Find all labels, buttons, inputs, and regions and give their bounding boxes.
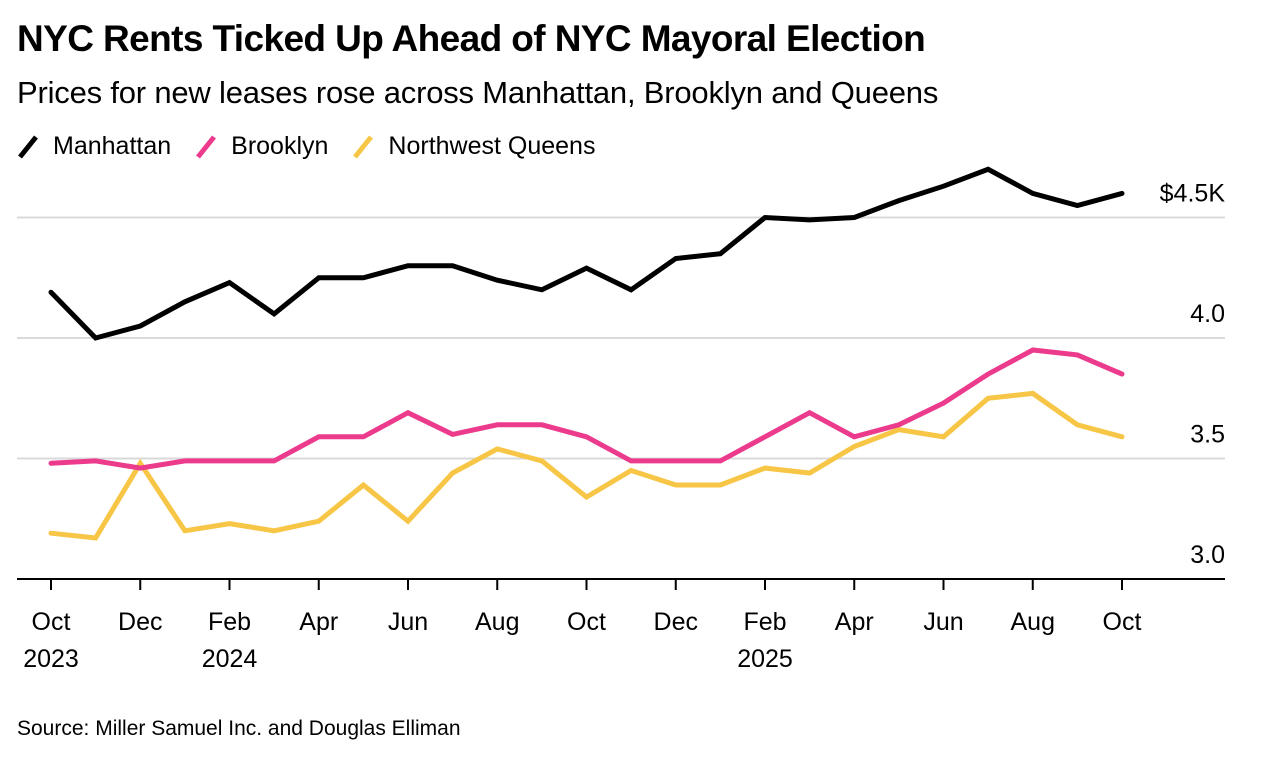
series-lines [48, 166, 1125, 541]
y-tick-label: 3.0 [1190, 541, 1225, 569]
y-tick-label: 3.5 [1190, 421, 1225, 449]
legend-item-manhattan: Manhattan [17, 132, 171, 161]
legend-swatch-brooklyn [196, 134, 217, 159]
series-line-manhattan [48, 166, 1125, 341]
series-line-brooklyn [48, 347, 1125, 471]
x-tick-label: Dec [654, 608, 698, 636]
legend-label-northwest-queens: Northwest Queens [388, 132, 596, 160]
source-note: Source: Miller Samuel Inc. and Douglas E… [17, 717, 461, 740]
x-tick-label: Jun [388, 608, 428, 636]
x-tick-label: Oct [32, 608, 71, 636]
x-tick-label: Aug [1011, 608, 1055, 636]
legend: Manhattan Brooklyn Northwest Queens [17, 132, 619, 161]
x-axis: Oct 2023 Dec Feb 2024 Apr Jun Aug Oct Dec Feb 2025 A… [17, 578, 1225, 673]
x-tick-label: Oct [1103, 608, 1142, 636]
legend-swatch-manhattan [18, 134, 38, 159]
x-tick-label: Oct [567, 608, 606, 636]
x-tick-year-label: 2023 [23, 645, 79, 673]
y-tick-label: 4.0 [1190, 300, 1225, 328]
x-tick-label: Feb [743, 608, 786, 636]
x-tick-label: Jun [923, 608, 963, 636]
x-tick-label: Apr [299, 608, 338, 636]
legend-label-manhattan: Manhattan [53, 132, 172, 160]
x-tick-label: Dec [118, 608, 162, 636]
x-tick-label: Aug [475, 608, 519, 636]
legend-swatch-northwest-queens [353, 134, 374, 159]
legend-label-brooklyn: Brooklyn [231, 132, 329, 160]
chart-subtitle: Prices for new leases rose across Manhat… [17, 75, 939, 110]
x-tick-year-label: 2025 [737, 645, 793, 673]
legend-item-brooklyn: Brooklyn [195, 132, 328, 161]
y-axis-labels: 3.0 3.5 4.0 $4.5K [1160, 180, 1226, 570]
legend-item-northwest-queens: Northwest Queens [352, 132, 595, 161]
series-line-northwest-queens [48, 390, 1125, 541]
y-tick-label: $4.5K [1160, 180, 1226, 208]
x-tick-label: Apr [835, 608, 874, 636]
x-tick-label: Feb [208, 608, 251, 636]
gridlines [17, 216, 1225, 460]
x-tick-year-label: 2024 [202, 645, 258, 673]
chart-title: NYC Rents Ticked Up Ahead of NYC Mayoral… [17, 18, 926, 59]
